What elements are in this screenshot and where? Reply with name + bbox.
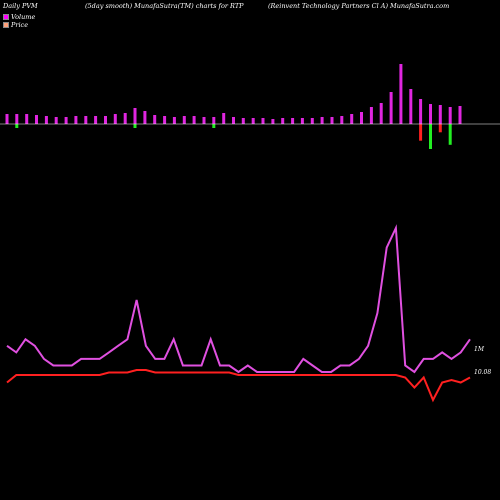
volume-bar [379,103,383,124]
volume-bar [399,64,403,124]
volume-bars-group [5,64,462,149]
volume-bar-negative [429,124,432,149]
volume-annotation: 1M [474,346,485,353]
chart-header-left: Daily PVM [3,2,38,10]
volume-bar [133,108,137,124]
volume-bar [448,107,452,124]
chart-header-company: (Reinvent Technology Partners Cl A) Muna… [268,2,450,10]
volume-bar [291,118,295,124]
volume-bar [330,117,334,124]
volume-bar-negative [438,124,442,133]
price-swatch-icon [3,22,9,28]
volume-bar [172,117,176,124]
volume-bar [360,112,363,124]
volume-bar [153,115,157,124]
volume-bar [409,89,413,124]
volume-bar [241,118,245,124]
volume-bar [15,114,19,124]
volume-bar-negative [448,124,452,145]
price-annotation: 10.08 [474,369,491,376]
volume-bar [54,117,58,124]
volume-bar [271,119,275,124]
volume-bar [25,114,29,124]
volume-bar [202,117,206,124]
legend-price-label: Price [11,21,29,29]
volume-bar [232,117,235,124]
price-line [6,369,471,403]
volume-bar [123,113,127,124]
volume-bar [35,115,38,124]
volume-bar [340,116,344,124]
volume-bar [389,92,393,124]
chart-header-title: (5day smooth) MunafaSutra(TM) charts for… [85,2,244,10]
volume-bar-negative [419,124,423,141]
volume-bar [74,116,78,124]
legend-volume-label: Volume [11,13,36,21]
volume-bar-down [133,124,137,128]
volume-bar [222,113,226,124]
volume-bar [113,114,117,124]
legend-volume: Volume [3,13,35,21]
volume-bar [143,111,147,124]
volume-bar [5,114,9,124]
volume-bar [419,99,423,124]
volume-bar [94,116,98,124]
volume-bar [369,107,373,124]
volume-bar [44,116,48,124]
volume-bar [310,118,314,124]
volume-swatch-icon [3,14,9,20]
volume-bar-down [212,124,216,128]
volume-bar [458,106,462,124]
volume-bar [281,118,285,124]
volume-bar [84,116,88,124]
volume-bar [104,116,107,124]
volume-bar [182,116,186,124]
volume-bar [251,118,255,124]
legend-price: Price [3,21,28,29]
volume-bar [261,118,265,124]
volume-bar [320,117,324,124]
volume-bar [192,116,196,124]
volume-bar [429,104,432,124]
volume-bar [350,114,354,124]
volume-bar-down [15,124,19,128]
volume-bar [438,105,442,124]
volume-bar [64,117,68,124]
volume-bar [300,118,304,124]
volume-bar [163,116,167,124]
volume-bar [212,117,216,124]
volume-line [6,224,471,374]
